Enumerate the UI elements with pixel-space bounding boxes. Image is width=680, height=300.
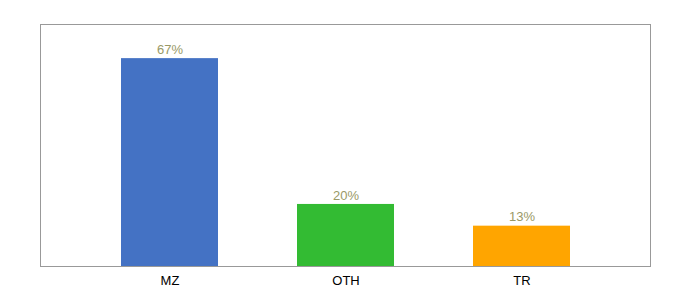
svg-text:OTH: OTH xyxy=(332,273,359,288)
svg-text:67%: 67% xyxy=(157,42,183,57)
svg-text:MZ: MZ xyxy=(161,273,180,288)
svg-text:TR: TR xyxy=(513,273,530,288)
svg-text:13%: 13% xyxy=(509,209,535,224)
svg-text:20%: 20% xyxy=(333,188,359,203)
